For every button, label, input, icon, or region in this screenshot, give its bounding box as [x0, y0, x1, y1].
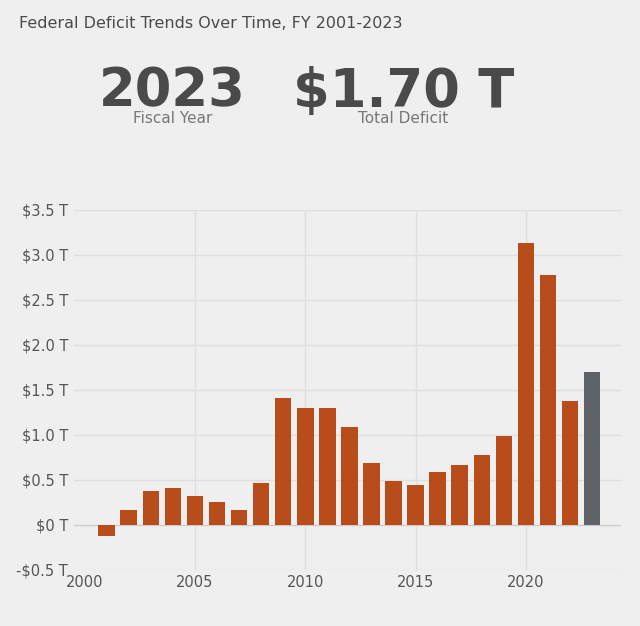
Bar	[120, 510, 137, 525]
Bar	[187, 496, 204, 525]
Bar	[429, 472, 446, 525]
Bar	[253, 483, 269, 525]
Bar	[474, 454, 490, 525]
Bar	[385, 481, 402, 525]
Text: Total Deficit: Total Deficit	[358, 111, 449, 126]
Bar	[319, 408, 335, 525]
Bar	[231, 510, 247, 525]
Bar	[164, 488, 181, 525]
Bar	[407, 485, 424, 525]
Text: Federal Deficit Trends Over Time, FY 2001-2023: Federal Deficit Trends Over Time, FY 200…	[19, 16, 403, 31]
Bar	[363, 463, 380, 525]
Bar	[297, 408, 314, 525]
Bar	[518, 243, 534, 525]
Bar	[275, 398, 291, 525]
Text: $1.70 T: $1.70 T	[292, 66, 514, 118]
Bar	[451, 464, 468, 525]
Bar	[209, 502, 225, 525]
Bar	[540, 275, 556, 525]
Text: Fiscal Year: Fiscal Year	[133, 111, 212, 126]
Bar	[99, 525, 115, 536]
Bar	[341, 427, 358, 525]
Bar	[143, 491, 159, 525]
Text: 2023: 2023	[99, 66, 246, 118]
Bar	[562, 401, 579, 525]
Bar	[495, 436, 512, 525]
Bar	[584, 372, 600, 525]
